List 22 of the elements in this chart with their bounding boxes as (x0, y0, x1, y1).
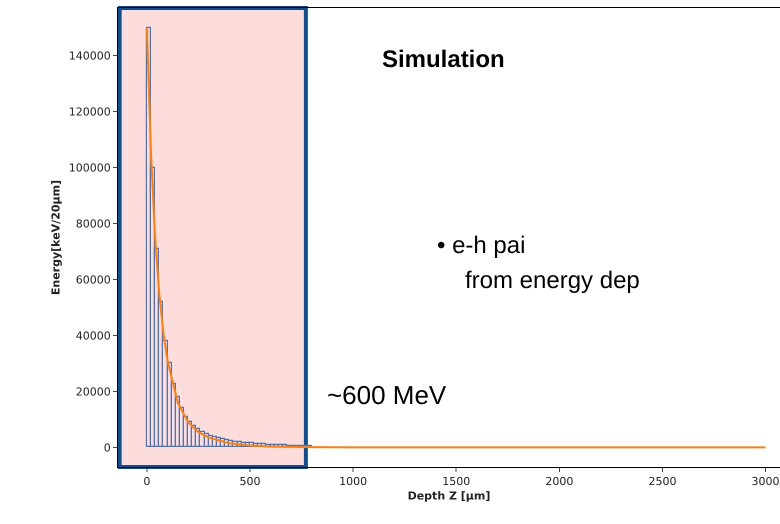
line-series (146, 26, 767, 448)
y-tick-label: 140000 (68, 49, 111, 62)
y-tick-label: 20000 (76, 385, 111, 398)
x-tick-label: 0 (143, 475, 150, 488)
x-tick-label: 500 (239, 475, 260, 488)
annotation: from energy dep (465, 267, 640, 294)
y-tick-label: 120000 (68, 105, 111, 118)
y-tick-label: 60000 (76, 273, 111, 286)
y-tick-label: 0 (104, 441, 111, 454)
x-tick-label: 2000 (545, 475, 574, 488)
x-tick-label: 1500 (442, 475, 470, 488)
y-tick-label: 100000 (68, 161, 111, 174)
x-tick-label: 3000 (752, 475, 780, 488)
x-axis-title: Depth Z [μm] (408, 489, 490, 502)
annotation: • e-h pai (437, 232, 526, 259)
y-tick-label: 80000 (76, 217, 111, 230)
annotation: ~600 MeV (327, 380, 447, 410)
annotation: Simulation (382, 46, 505, 73)
y-tick-label: 40000 (76, 329, 111, 342)
x-tick-label: 2500 (648, 475, 676, 488)
y-axis-title: Energy[keV/20μm] (49, 180, 62, 296)
x-tick-label: 1000 (339, 475, 368, 488)
